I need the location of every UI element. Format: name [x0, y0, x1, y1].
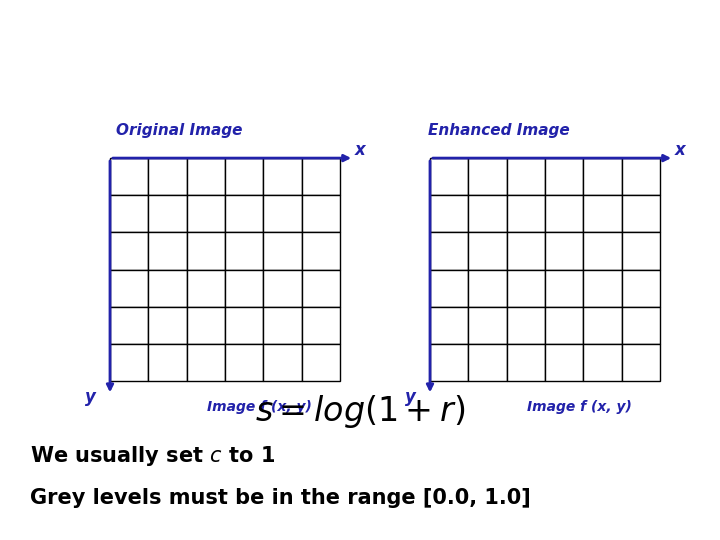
Bar — [621, 195, 660, 233]
Bar — [110, 158, 148, 195]
Text: Image f (x, y): Image f (x, y) — [207, 400, 312, 414]
Bar — [225, 307, 264, 344]
Bar — [430, 233, 468, 269]
Bar — [507, 233, 545, 269]
Bar — [148, 344, 186, 381]
Text: Original Image: Original Image — [116, 123, 242, 138]
Bar — [302, 195, 340, 233]
Bar — [110, 233, 148, 269]
Bar — [264, 233, 302, 269]
Text: y: y — [84, 388, 96, 406]
Bar — [225, 233, 264, 269]
Text: Enhanced Image: Enhanced Image — [428, 123, 570, 138]
Bar — [110, 344, 148, 381]
Bar — [621, 344, 660, 381]
Bar — [302, 307, 340, 344]
Bar — [507, 344, 545, 381]
Bar — [148, 158, 186, 195]
Bar — [545, 269, 583, 307]
Bar — [225, 344, 264, 381]
Text: y: y — [405, 388, 415, 406]
Bar — [430, 344, 468, 381]
Bar — [264, 195, 302, 233]
Bar — [264, 307, 302, 344]
Bar — [225, 269, 264, 307]
Bar — [302, 269, 340, 307]
Bar — [621, 158, 660, 195]
Bar — [545, 158, 583, 195]
Bar — [430, 195, 468, 233]
Text: We usually set $c$ to 1: We usually set $c$ to 1 — [30, 444, 275, 468]
Bar — [507, 195, 545, 233]
Bar — [583, 307, 621, 344]
Bar — [507, 158, 545, 195]
Bar — [583, 233, 621, 269]
Bar — [430, 269, 468, 307]
Text: x: x — [675, 141, 685, 159]
Bar — [186, 344, 225, 381]
Bar — [430, 307, 468, 344]
Text: Image f (x, y): Image f (x, y) — [527, 400, 632, 414]
Bar — [545, 233, 583, 269]
Bar — [186, 233, 225, 269]
Bar — [468, 233, 507, 269]
Bar — [110, 307, 148, 344]
Bar — [264, 344, 302, 381]
Bar — [621, 233, 660, 269]
Bar — [110, 269, 148, 307]
Bar — [225, 158, 264, 195]
Bar — [468, 195, 507, 233]
Bar — [583, 269, 621, 307]
Bar — [148, 195, 186, 233]
Bar — [302, 344, 340, 381]
Bar — [225, 195, 264, 233]
Text: 13
of
45: 13 of 45 — [16, 19, 36, 65]
Bar — [148, 233, 186, 269]
Bar — [148, 269, 186, 307]
Bar — [468, 269, 507, 307]
Bar — [302, 233, 340, 269]
Text: Logarithmic Transformations (cont...): Logarithmic Transformations (cont...) — [37, 25, 720, 58]
Text: $s = log(1 + r)$: $s = log(1 + r)$ — [255, 393, 465, 429]
Bar — [186, 195, 225, 233]
Bar — [583, 158, 621, 195]
Bar — [148, 307, 186, 344]
Bar — [186, 269, 225, 307]
Bar — [110, 195, 148, 233]
Bar — [186, 158, 225, 195]
Text: x: x — [355, 141, 365, 159]
Bar — [583, 344, 621, 381]
Bar — [264, 158, 302, 195]
Text: Grey levels must be in the range [0.0, 1.0]: Grey levels must be in the range [0.0, 1… — [30, 488, 531, 508]
Bar — [186, 307, 225, 344]
Bar — [545, 344, 583, 381]
Bar — [583, 195, 621, 233]
Bar — [621, 307, 660, 344]
Bar — [468, 158, 507, 195]
Bar — [468, 307, 507, 344]
Bar — [621, 269, 660, 307]
Bar — [507, 269, 545, 307]
Bar — [264, 269, 302, 307]
Bar — [302, 158, 340, 195]
Bar — [545, 307, 583, 344]
Bar — [545, 195, 583, 233]
Bar — [468, 344, 507, 381]
Bar — [507, 307, 545, 344]
Bar — [430, 158, 468, 195]
